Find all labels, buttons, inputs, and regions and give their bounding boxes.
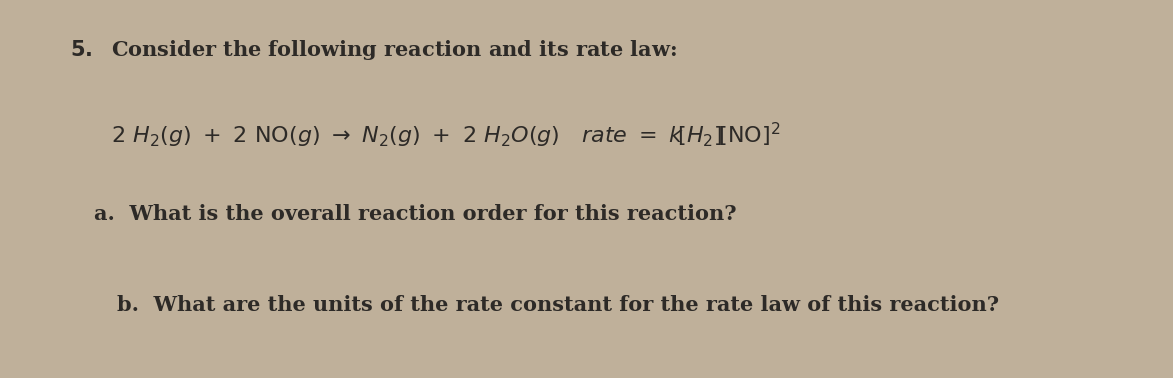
Text: b.  What are the units of the rate constant for the rate law of this reaction?: b. What are the units of the rate consta… xyxy=(117,295,999,315)
Text: a.  What is the overall reaction order for this reaction?: a. What is the overall reaction order fo… xyxy=(94,204,737,224)
Text: $2\ H_2(g)\ +\ 2\ \mathrm{NO}(g)\ \rightarrow\ N_2(g)\ +\ 2\ H_2O(g)\ \ \ \mathi: $2\ H_2(g)\ +\ 2\ \mathrm{NO}(g)\ \right… xyxy=(111,121,781,150)
Text: $\mathbf{5.}$  Consider the following reaction and its rate law:: $\mathbf{5.}$ Consider the following rea… xyxy=(70,38,678,62)
